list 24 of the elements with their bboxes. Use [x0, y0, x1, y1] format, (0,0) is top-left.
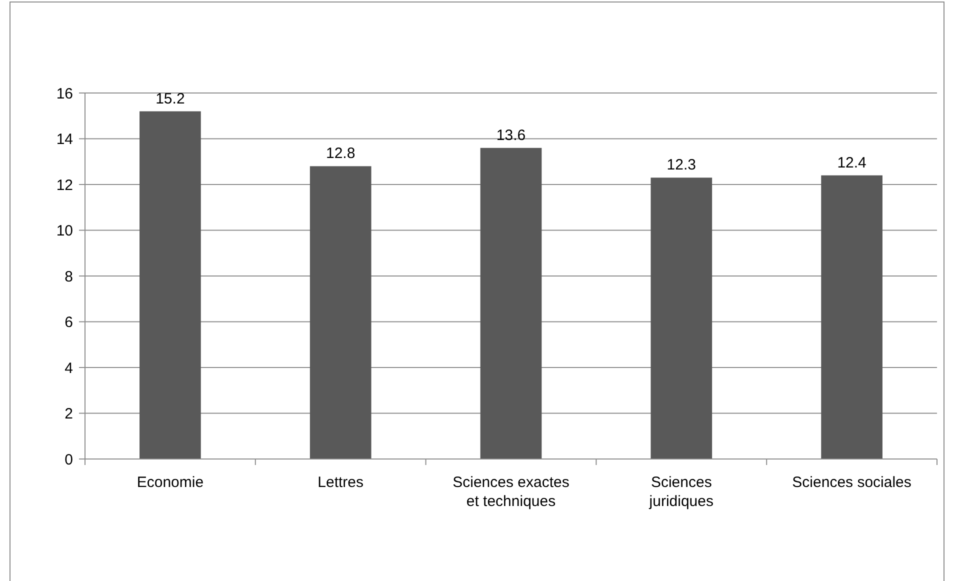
bar [650, 178, 712, 459]
x-tick-label: Sciences sociales [792, 474, 912, 491]
y-tick-label: 4 [64, 360, 73, 377]
x-tick-label: Economie [136, 474, 204, 491]
bar [821, 175, 882, 459]
y-tick-label: 16 [56, 85, 73, 102]
y-tick-label: 12 [56, 176, 73, 194]
bar [480, 148, 542, 459]
data-label: 12.8 [326, 145, 356, 162]
y-tick-label: 8 [64, 268, 73, 286]
bar [310, 166, 372, 459]
x-tick-label: Sciences exactes et techniques [452, 474, 570, 510]
x-tick-label: Lettres [318, 474, 364, 491]
data-label: 12.3 [666, 156, 696, 174]
bar [140, 111, 201, 459]
y-tick-label: 10 [56, 222, 73, 240]
y-tick-label: 0 [64, 451, 73, 468]
y-tick-label: 14 [56, 131, 73, 148]
y-tick-label: 6 [64, 314, 73, 331]
x-tick-label: Sciences juridiques [648, 474, 714, 510]
data-label: 15.2 [156, 90, 185, 108]
y-tick-label: 2 [64, 406, 73, 422]
data-label: 12.4 [837, 154, 866, 172]
data-label: 13.6 [496, 126, 526, 144]
